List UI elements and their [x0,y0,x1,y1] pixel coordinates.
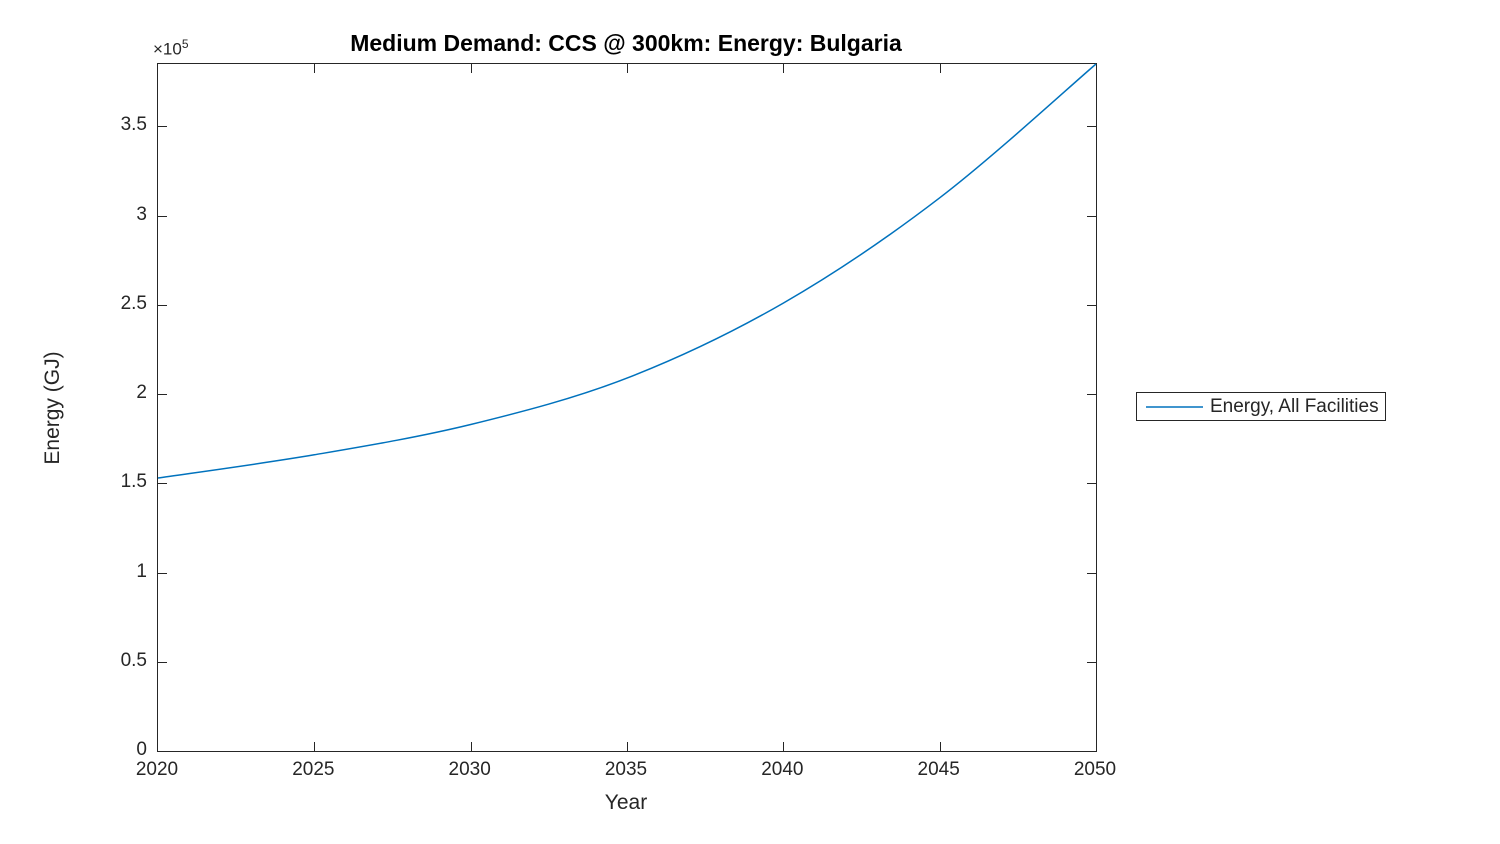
tick-mark [1087,126,1096,127]
y-tick-label: 0.5 [120,649,147,671]
energy-line-series [157,63,1097,479]
x-tick-label: 2035 [604,759,648,780]
y-axis-label: Energy (GJ) [41,351,64,465]
tick-mark [158,305,167,306]
tick-mark [783,64,784,73]
tick-mark [940,64,941,73]
tick-mark [158,662,167,663]
y-axis-multiplier-exponent: 5 [181,37,189,51]
chart-title: Medium Demand: CCS @ 300km: Energy: Bulg… [350,30,902,56]
tick-mark [627,64,628,73]
tick-mark [1087,305,1096,306]
tick-mark [471,64,472,73]
y-tick-label: 0 [136,739,147,760]
tick-mark [1087,573,1096,574]
y-axis-multiplier: ×105 [153,37,189,60]
y-axis-multiplier-base: ×10 [153,39,182,59]
x-tick-label: 2025 [292,759,335,780]
tick-mark [1087,483,1096,484]
tick-mark [627,742,628,751]
x-tick-label: 2045 [917,759,960,780]
y-tick-label: 3 [136,203,147,225]
tick-mark [1087,662,1096,663]
tick-mark [1087,394,1096,395]
legend-label: Energy, All Facilities [1210,395,1379,417]
x-tick-label: 2050 [1073,759,1117,780]
tick-mark [158,483,167,484]
x-tick-label: 2030 [448,759,491,780]
y-tick-label: 1.5 [120,471,147,493]
tick-mark [158,573,167,574]
legend-box[interactable]: Energy, All Facilities [1136,392,1386,421]
tick-mark [783,742,784,751]
tick-mark [158,216,167,217]
y-tick-label: 2 [136,382,147,404]
legend-line-sample [1146,405,1203,408]
tick-mark [940,742,941,751]
tick-mark [158,394,167,395]
tick-mark [314,64,315,73]
y-tick-label: 2.5 [120,292,147,314]
tick-mark [1087,216,1096,217]
x-tick-label: 2040 [761,759,804,780]
y-tick-label: 1 [136,560,147,582]
plot-area[interactable] [157,63,1097,752]
x-axis-label: Year [604,791,648,814]
tick-mark [471,742,472,751]
tick-mark [314,742,315,751]
y-tick-label: 3.5 [120,114,147,136]
x-tick-label: 2020 [135,759,179,780]
tick-mark [158,126,167,127]
